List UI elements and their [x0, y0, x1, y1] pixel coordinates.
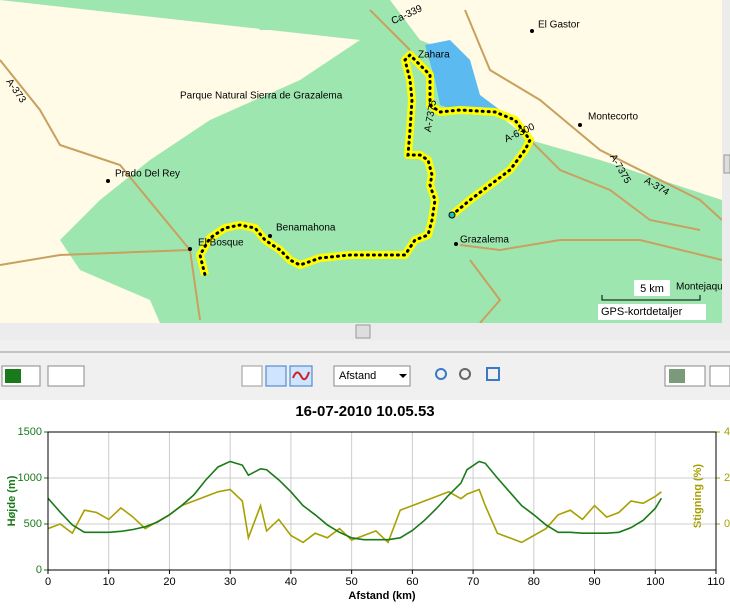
zoom-in[interactable]	[435, 368, 447, 380]
park	[120, 0, 380, 30]
x-tick-label: 0	[45, 576, 51, 588]
y2-tick-label: 0	[724, 518, 730, 530]
crosshair-button[interactable]	[241, 365, 263, 387]
x-tick-label: 80	[528, 576, 540, 588]
profile-chart: 16-07-2010 10.05.53 Afstand (km) Højde (…	[6, 403, 717, 602]
y2-axis-label: Stigning (%)	[692, 464, 704, 528]
places	[106, 29, 582, 251]
plot-border	[47, 431, 717, 571]
style-dropdown-2[interactable]	[709, 365, 730, 387]
axis-dropdown-label: Afstand	[339, 370, 376, 382]
lake	[425, 40, 500, 115]
x-tick-label: 20	[163, 576, 175, 588]
map-label: Zahara	[418, 50, 450, 61]
map-label: Prado Del Rey	[115, 169, 180, 180]
map-label: Parque Natural Sierra de Grazalema	[180, 91, 343, 102]
y-tick-label: 500	[24, 518, 42, 530]
v-thumb[interactable]	[723, 154, 730, 174]
y-tick-label: 0	[36, 564, 42, 576]
zoom-out[interactable]	[459, 368, 471, 380]
y2-tick-label: 40	[724, 426, 730, 438]
toolbar: Afstand	[1, 365, 730, 387]
y2-tick-label: 20	[724, 472, 730, 484]
scale-bar	[601, 295, 701, 301]
plot-area	[47, 431, 717, 571]
y-axis-label: Højde (m)	[6, 475, 18, 526]
scale-box	[634, 280, 670, 296]
line-icon	[292, 371, 310, 381]
track-points	[198, 52, 532, 277]
map-label: Montecorto	[588, 112, 638, 123]
color-swatch-2	[669, 369, 685, 383]
details-link[interactable]: GPS-kortdetaljer	[601, 306, 683, 318]
map-label: El Gastor	[538, 20, 580, 31]
x-tick-label: 30	[224, 576, 236, 588]
x-axis-label: Afstand (km)	[348, 590, 416, 602]
start-point	[448, 211, 456, 219]
dropdown-arrow	[399, 374, 407, 378]
x-tick-label: 50	[346, 576, 358, 588]
series-line	[47, 460, 663, 541]
zoom-fit[interactable]	[486, 367, 500, 381]
color-swatch	[5, 369, 21, 383]
x-tick-label: 10	[103, 576, 115, 588]
map-label: Montejaque	[676, 282, 729, 293]
x-tick-label: 40	[285, 576, 297, 588]
map-label: Benamahona	[276, 223, 336, 234]
x-tick-label: 110	[707, 576, 725, 588]
x-tick-label: 100	[646, 576, 664, 588]
y-tick-label: 1500	[18, 426, 42, 438]
axis-dropdown[interactable]	[333, 365, 411, 387]
chart-title: 16-07-2010 10.05.53	[295, 403, 434, 420]
details-box	[598, 304, 706, 320]
h-thumb[interactable]	[355, 324, 371, 339]
fill-button[interactable]	[265, 365, 287, 387]
style-dropdown[interactable]	[47, 365, 85, 387]
roads	[0, 9, 723, 324]
scale-label: 5 km	[640, 283, 664, 295]
x-tick-label: 90	[588, 576, 600, 588]
map-label: Grazalema	[460, 235, 509, 246]
y-tick-label: 1000	[18, 472, 42, 484]
map: Ca-339 El Gastor Zahara A-373 Parque Nat…	[0, 0, 730, 340]
x-tick-label: 70	[467, 576, 479, 588]
map-label: El Bosque	[198, 238, 244, 249]
x-tick-label: 60	[406, 576, 418, 588]
